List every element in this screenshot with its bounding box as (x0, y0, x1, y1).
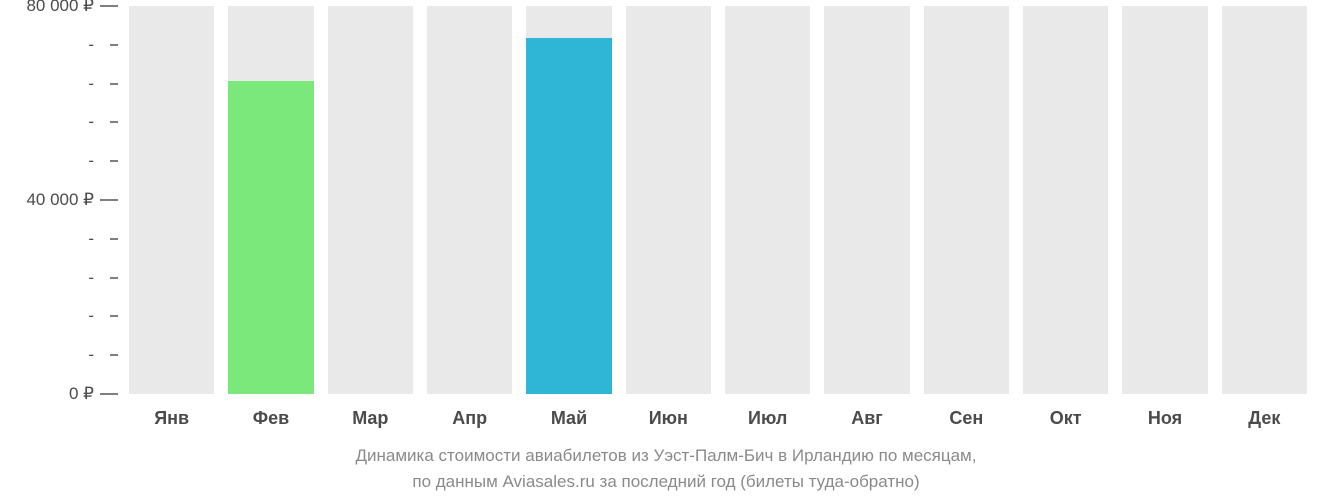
y-minor-tick-label: - (88, 112, 94, 132)
x-tick-label: Сен (924, 394, 1009, 429)
x-tick-label: Май (526, 394, 611, 429)
y-minor-tick-label: - (88, 268, 94, 288)
chart-caption: Динамика стоимости авиабилетов из Уэст-П… (0, 443, 1332, 494)
x-tick-label: Дек (1222, 394, 1307, 429)
x-tick-label: Авг (824, 394, 909, 429)
bar-background (1023, 6, 1108, 394)
y-minor-tick-label: - (88, 35, 94, 55)
x-tick-label: Окт (1023, 394, 1108, 429)
bar-background (725, 6, 810, 394)
bar-slot: Июл (725, 6, 810, 394)
y-tick-label: 80 000 ₽ (26, 0, 94, 16)
caption-line-1: Динамика стоимости авиабилетов из Уэст-П… (356, 446, 977, 465)
y-minor-tick (110, 44, 118, 46)
bar-slot: Апр (427, 6, 512, 394)
x-tick-label: Июл (725, 394, 810, 429)
chart-bars: ЯнвФевМарАпрМайИюнИюлАвгСенОктНояДек (122, 6, 1314, 394)
bar-background (626, 6, 711, 394)
bar-slot: Ноя (1122, 6, 1207, 394)
bar-slot: Авг (824, 6, 909, 394)
bar-background (1122, 6, 1207, 394)
y-minor-tick (110, 160, 118, 162)
bar-slot: Сен (924, 6, 1009, 394)
x-tick-label: Апр (427, 394, 512, 429)
caption-line-2: по данным Aviasales.ru за последний год … (412, 472, 919, 491)
x-tick-label: Мар (328, 394, 413, 429)
y-minor-tick (110, 354, 118, 356)
bar-slot: Янв (129, 6, 214, 394)
y-minor-tick (110, 238, 118, 240)
y-minor-tick (110, 121, 118, 123)
y-major-tick (100, 393, 118, 395)
y-minor-tick (110, 315, 118, 317)
bar-value (228, 81, 313, 394)
y-tick-label: 40 000 ₽ (26, 190, 94, 210)
y-major-tick (100, 199, 118, 201)
bar-background (328, 6, 413, 394)
bar-background (129, 6, 214, 394)
bar-slot: Мар (328, 6, 413, 394)
bar-slot: Фев (228, 6, 313, 394)
bar-slot: Дек (1222, 6, 1307, 394)
bar-background (427, 6, 512, 394)
y-minor-tick-label: - (88, 306, 94, 326)
y-minor-tick-label: - (88, 345, 94, 365)
bar-background (1222, 6, 1307, 394)
price-by-month-chart: 0 ₽40 000 ₽80 000 ₽-------- ЯнвФевМарАпр… (0, 0, 1332, 502)
bar-slot: Окт (1023, 6, 1108, 394)
x-tick-label: Ноя (1122, 394, 1207, 429)
y-minor-tick-label: - (88, 229, 94, 249)
bar-slot: Июн (626, 6, 711, 394)
x-tick-label: Фев (228, 394, 313, 429)
x-tick-label: Июн (626, 394, 711, 429)
bar-background (924, 6, 1009, 394)
y-tick-label: 0 ₽ (69, 384, 94, 404)
bar-value (526, 38, 611, 394)
y-minor-tick (110, 277, 118, 279)
y-minor-tick-label: - (88, 151, 94, 171)
bar-slot: Май (526, 6, 611, 394)
y-minor-tick (110, 83, 118, 85)
bar-background (824, 6, 909, 394)
y-minor-tick-label: - (88, 74, 94, 94)
y-major-tick (100, 5, 118, 7)
x-tick-label: Янв (129, 394, 214, 429)
